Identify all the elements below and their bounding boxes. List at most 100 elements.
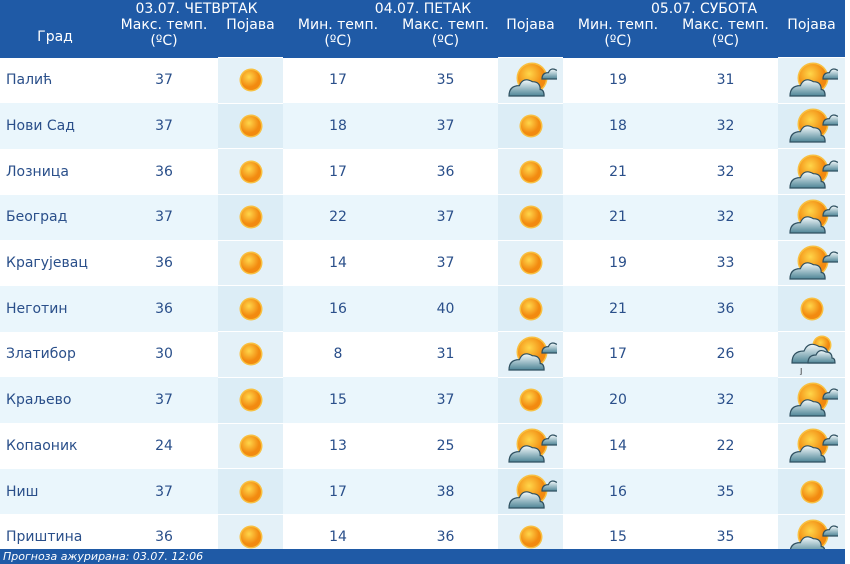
partly-cloudy-icon: [498, 422, 563, 469]
max-temp: 33: [716, 255, 735, 272]
max-temp: 37: [155, 72, 173, 89]
max-temp: 37: [110, 194, 218, 241]
sun-icon: [498, 102, 563, 149]
max-temp: 32: [673, 194, 778, 241]
max-temp: 37: [110, 103, 218, 149]
sun-icon: [218, 376, 283, 423]
column-header-min: Мин. темп. (ºC): [563, 17, 673, 58]
day-header-3: 05.07. СУБОТА: [563, 0, 846, 17]
max-temp: 37: [393, 377, 498, 423]
max-temp: 36: [436, 528, 455, 545]
min-temp: 14: [329, 528, 347, 545]
max-temp: 40: [393, 285, 498, 332]
table-row: Краљево 37 15 37 20 32: [0, 376, 846, 423]
min-temp: 21: [563, 285, 673, 332]
city-name: Неготин: [0, 285, 110, 332]
updated-footer: Прогноза ажурирана: 03.07. 12:06: [0, 549, 845, 564]
min-temp: 14: [329, 255, 347, 272]
max-temp: 22: [716, 437, 735, 454]
max-temp: 30: [155, 346, 173, 363]
column-header-max: Макс. темп. (ºC): [673, 17, 778, 58]
sun-icon: [218, 422, 283, 469]
partly-cloudy-icon: [498, 57, 563, 104]
min-temp: 19: [609, 72, 627, 89]
svg-text:J: J: [799, 367, 802, 375]
column-header-max: Макс. темп. (ºC): [393, 17, 498, 58]
min-temp: 18: [283, 103, 393, 149]
max-temp: 31: [436, 346, 455, 363]
cloudy-shower-icon: J: [778, 331, 846, 378]
min-temp: 21: [609, 163, 627, 180]
city-name: Нови Сад: [0, 103, 110, 149]
sun-icon: [498, 194, 563, 241]
max-temp: 24: [155, 437, 173, 454]
min-temp: 13: [329, 437, 347, 454]
column-header-min: Мин. темп. (ºC): [283, 17, 393, 58]
city-name: Ниш: [0, 468, 110, 515]
sun-icon: [498, 148, 563, 195]
column-header-phenomenon: Појава: [218, 17, 283, 58]
sun-icon: [218, 468, 283, 515]
sun-icon: [218, 331, 283, 378]
max-temp: 36: [436, 163, 455, 180]
sun-icon: [778, 285, 846, 332]
min-temp: 18: [563, 103, 673, 149]
city-name: Приштина: [6, 528, 83, 545]
sun-icon: [218, 285, 283, 332]
table-row: Ниш 37 17 38 16 35: [0, 468, 846, 515]
min-temp: 17: [609, 346, 627, 363]
column-header-phenomenon: Појава: [498, 17, 563, 58]
city-name: Копаоник: [6, 437, 78, 454]
partly-cloudy-icon: [778, 422, 846, 469]
table-row: Београд 37 22 37 21 32: [0, 194, 846, 241]
min-temp: 17: [329, 72, 347, 89]
city-name: Краљево: [0, 377, 110, 423]
table-row: Копаоник 24 13 25 14 22: [0, 422, 846, 469]
min-temp: 19: [609, 255, 627, 272]
sun-icon: [498, 239, 563, 286]
sun-icon: [218, 194, 283, 241]
column-header-max: Макс. темп. (ºC): [110, 17, 218, 58]
max-temp: 37: [393, 103, 498, 149]
city-name: Београд: [0, 194, 110, 241]
sun-icon: [218, 148, 283, 195]
city-name: Златибор: [6, 346, 76, 363]
min-temp: 16: [563, 468, 673, 515]
min-temp: 15: [283, 377, 393, 423]
partly-cloudy-icon: [778, 102, 846, 149]
table-row: Нови Сад 37 18 37 18 32: [0, 102, 846, 149]
max-temp: 32: [716, 163, 735, 180]
table-row: Лозница 36 17 36 21 32: [0, 148, 846, 195]
city-name: Крагујевац: [6, 255, 88, 272]
table-row: Златибор 30 8 31 17 26 J: [0, 331, 846, 378]
table-row: Палић 37 17 35 19 31: [0, 57, 846, 104]
min-temp: 14: [609, 437, 627, 454]
max-temp: 32: [673, 103, 778, 149]
partly-cloudy-icon: [778, 239, 846, 286]
table-row: Крагујевац 36 14 37 19 33: [0, 239, 846, 286]
max-temp: 35: [716, 528, 735, 545]
sun-icon: [778, 468, 846, 515]
max-temp: 37: [436, 255, 455, 272]
partly-cloudy-icon: [778, 57, 846, 104]
partly-cloudy-icon: [778, 194, 846, 241]
max-temp: 35: [673, 468, 778, 515]
partly-cloudy-icon: [498, 468, 563, 515]
day-header-2: 04.07. ПЕТАК: [283, 0, 563, 17]
max-temp: 36: [155, 528, 173, 545]
sun-icon: [218, 57, 283, 104]
max-temp: 36: [110, 285, 218, 332]
min-temp: 17: [283, 468, 393, 515]
city-name: Лозница: [6, 163, 69, 180]
table-row: Неготин 36 16 40 21 36: [0, 285, 846, 332]
max-temp: 36: [673, 285, 778, 332]
column-header-city: Град: [0, 17, 110, 58]
max-temp: 37: [393, 194, 498, 241]
partly-cloudy-icon: [778, 376, 846, 423]
max-temp: 32: [673, 377, 778, 423]
city-name: Палић: [6, 72, 53, 89]
sun-icon: [218, 239, 283, 286]
max-temp: 35: [436, 72, 455, 89]
